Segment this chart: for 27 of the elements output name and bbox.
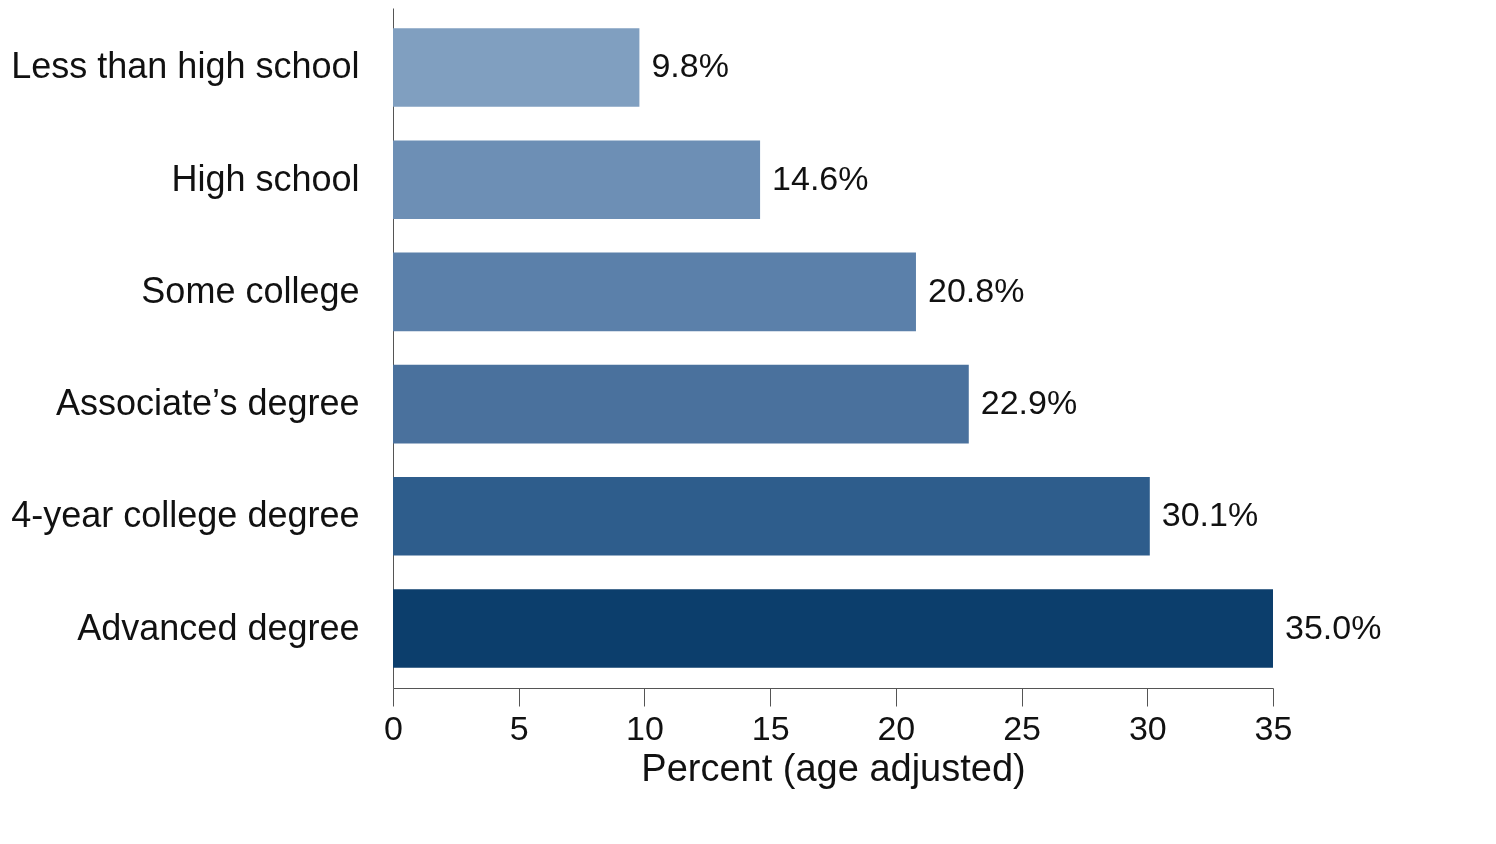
data-label: 14.6% <box>772 158 869 197</box>
bar <box>393 477 1150 556</box>
x-tick-label: 5 <box>509 708 529 747</box>
x-axis-title: Percent (age adjusted) <box>641 746 1026 789</box>
x-tick-label: 35 <box>1254 708 1293 747</box>
x-tick-label: 15 <box>751 708 790 747</box>
bar <box>393 589 1273 668</box>
y-tick-label: Less than high school <box>11 45 360 87</box>
bar <box>393 364 969 444</box>
y-tick-label: Some college <box>141 269 360 311</box>
y-tick-label: Associate’s degree <box>55 382 360 424</box>
x-tick-label: 0 <box>384 708 403 747</box>
y-tick-label: Advanced degree <box>77 606 360 648</box>
bar <box>393 252 916 332</box>
x-tick-label: 10 <box>626 708 664 747</box>
data-label: 35.0% <box>1285 607 1382 646</box>
x-tick-label: 20 <box>877 708 916 747</box>
bar <box>393 140 761 219</box>
data-label: 20.8% <box>927 270 1025 309</box>
data-label: 22.9% <box>980 383 1078 422</box>
y-tick-label: High school <box>171 157 360 199</box>
x-tick-label: 25 <box>1003 708 1041 747</box>
data-label: 30.1% <box>1161 495 1259 534</box>
data-label: 9.8% <box>651 46 729 85</box>
y-tick-label: 4-year college degree <box>11 494 360 536</box>
bar <box>393 28 640 107</box>
x-tick-label: 30 <box>1128 708 1167 747</box>
